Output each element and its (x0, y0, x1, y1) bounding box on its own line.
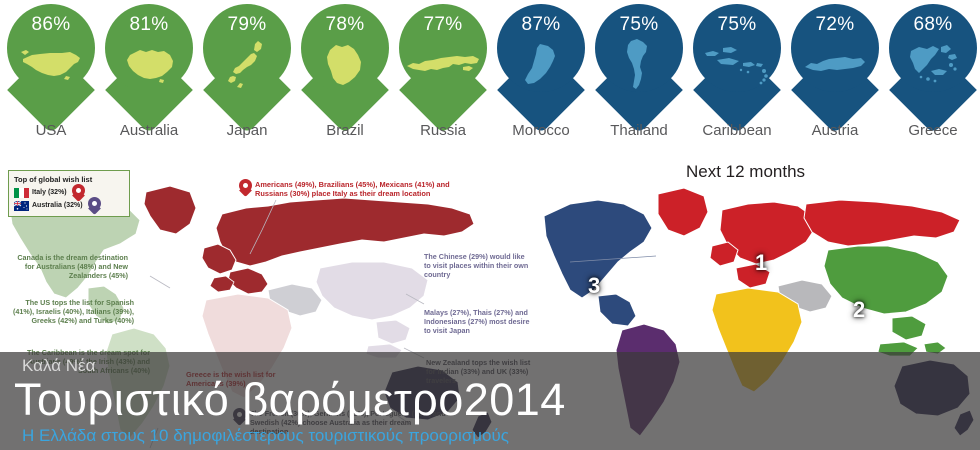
pin-shape-australia: 81% (105, 4, 193, 134)
morocco-shape-icon (497, 34, 585, 96)
pin-label: Thailand (610, 122, 668, 139)
pin-australia[interactable]: 81% Australia (100, 4, 198, 158)
pin-shape-caribbean: 75% (693, 4, 781, 134)
caribbean-shape-icon (693, 34, 781, 96)
pin-percent: 75% (717, 14, 757, 35)
pin-percent: 79% (227, 14, 267, 35)
pin-shape-brazil: 78% (301, 4, 389, 134)
overlay-banner: Καλά Νέα Τουριστικό βαρόμετρο2014 Η Ελλά… (0, 352, 980, 450)
pin-shape-japan: 79% (203, 4, 291, 134)
pin-percent: 81% (129, 14, 169, 35)
legend-row-australia: Australia (32%) (14, 197, 124, 215)
pin-percent: 87% (521, 14, 561, 35)
pin-label: Greece (908, 122, 958, 139)
legend-label-italy: Italy (32%) (32, 189, 67, 196)
overlay-title: Τουριστικό βαρόμετρο2014 (14, 374, 566, 425)
pin-japan[interactable]: 79% Japan (198, 4, 296, 158)
map-marker-red-icon (71, 184, 85, 202)
map-marker-purple-icon (87, 197, 101, 215)
pin-morocco[interactable]: 87% Morocco (492, 4, 590, 158)
rank-badge-north-america: 3 (588, 273, 601, 298)
pin-greece[interactable]: 68% Greece (884, 4, 980, 158)
pin-usa[interactable]: 86% USA (2, 4, 100, 158)
legend-title: Top of global wish list (14, 175, 93, 184)
pin-percent: 77% (423, 14, 463, 35)
pin-caribbean[interactable]: 75% Caribbean (688, 4, 786, 158)
pin-label: Australia (119, 122, 179, 139)
pin-label: Caribbean (702, 122, 772, 139)
japan-shape-icon (203, 34, 291, 96)
pin-shape-greece: 68% (889, 4, 977, 134)
legend-label-australia: Australia (32%) (32, 202, 83, 209)
russia-shape-icon (399, 34, 487, 96)
pin-label: Austria (811, 122, 859, 139)
pin-percent: 75% (619, 14, 659, 35)
pin-label: Brazil (326, 122, 364, 139)
annotation-canada-dream: Canada is the dream destination for Aust… (17, 253, 128, 280)
greece-shape-icon (889, 34, 977, 96)
brazil-shape-icon (301, 34, 389, 96)
usa-shape-icon (7, 34, 95, 96)
pin-austria[interactable]: 72% Austria (786, 4, 884, 158)
rank-badge-asia: 2 (853, 297, 866, 322)
annotation-italy-dream: Americans (49%), Brazilians (45%), Mexic… (255, 180, 450, 199)
legend-box: Top of global wish list Italy (32%) (8, 170, 130, 217)
overlay-eyebrow: Καλά Νέα (22, 356, 96, 375)
annotation-us-tops: The US tops the list for Spanish (41%), … (12, 298, 134, 325)
australia-shape-icon (105, 34, 193, 96)
pin-shape-russia: 77% (399, 4, 487, 134)
map-marker-italy-icon (239, 179, 252, 197)
pin-shape-austria: 72% (791, 4, 879, 134)
annotation-malays-japan: Malays (27%), Thais (27%) and Indonesian… (424, 308, 530, 335)
pin-percent: 78% (325, 14, 365, 35)
pin-head (203, 4, 291, 92)
pin-head (399, 4, 487, 92)
italy-flag (14, 187, 29, 198)
pin-label: USA (35, 122, 67, 139)
pin-russia[interactable]: 77% Russia (394, 4, 492, 158)
pin-brazil[interactable]: 78% Brazil (296, 4, 394, 158)
thailand-shape-icon (595, 34, 683, 96)
australia-flag (14, 200, 29, 211)
austria-shape-icon (791, 34, 879, 96)
pin-shape-usa: 86% (7, 4, 95, 134)
pin-thailand[interactable]: 75% Thailand (590, 4, 688, 158)
pin-label: Japan (226, 122, 268, 139)
pin-label: Morocco (512, 122, 570, 139)
legend-row-italy: Italy (32%) (14, 184, 124, 202)
pin-percent: 86% (31, 14, 71, 35)
pin-row: 86% USA 81% Australia (0, 0, 980, 158)
rank-badge-europe: 1 (755, 250, 768, 275)
annotation-chinese-own: The Chinese (29%) would like to visit pl… (424, 252, 529, 279)
pin-percent: 68% (913, 14, 953, 35)
pin-head (7, 4, 95, 92)
pin-shape-thailand: 75% (595, 4, 683, 134)
pin-label: Russia (420, 122, 466, 139)
pin-shape-morocco: 87% (497, 4, 585, 134)
pin-percent: 72% (815, 14, 855, 35)
pin-head (791, 4, 879, 92)
right-map-title: Next 12 months (686, 162, 806, 181)
overlay-subtitle: Η Ελλάδα στους 10 δημοφιλέστερους τουρισ… (22, 426, 509, 445)
